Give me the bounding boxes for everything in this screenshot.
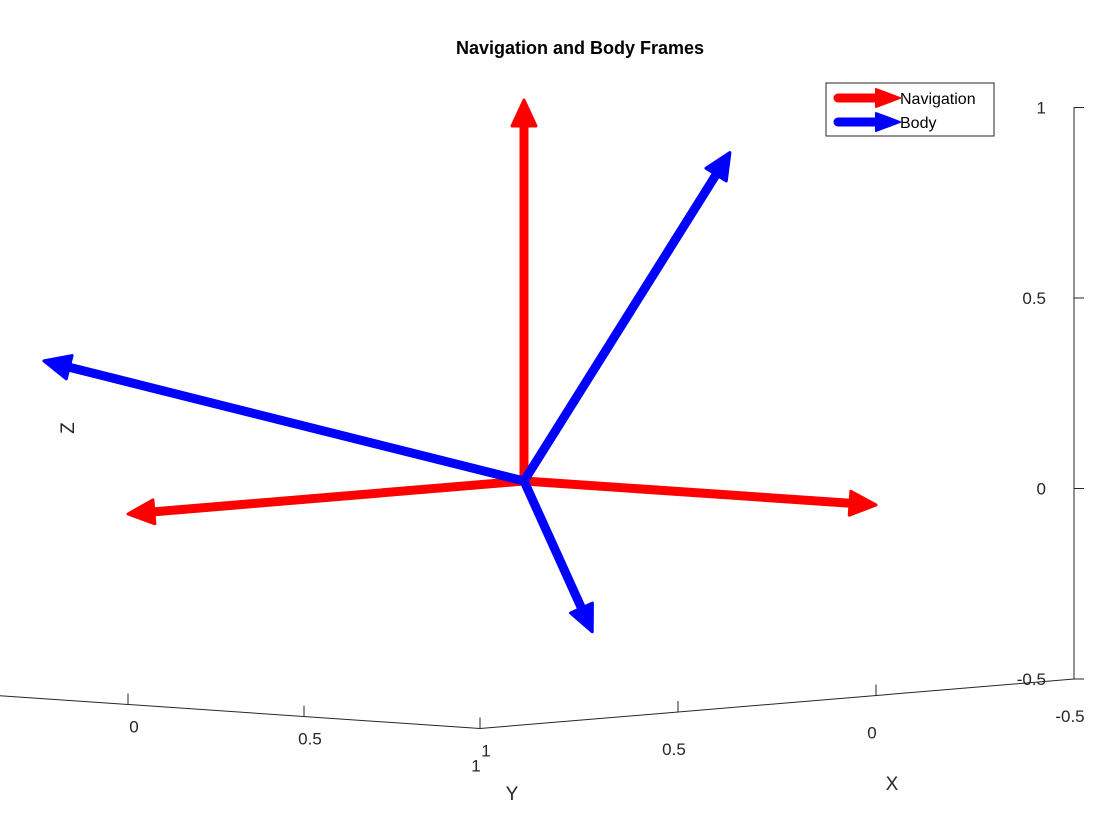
y-axis-line	[479, 678, 1075, 729]
body-y-arrow-head	[42, 354, 74, 381]
legend-swatch-head	[875, 88, 901, 108]
body-x-arrow-head	[569, 601, 594, 634]
navigation-x-arrow-head	[847, 489, 878, 517]
y-tick-label: 0.5	[662, 740, 686, 759]
z-tick-label: -0.5	[1017, 670, 1046, 689]
legend-box	[825, 82, 995, 137]
body-y-arrow	[42, 354, 529, 486]
legend-label: Navigation	[900, 91, 976, 108]
navigation-z-arrow-head	[510, 98, 538, 128]
z-axis-title: Z	[58, 422, 79, 434]
vector-arrows	[42, 98, 878, 634]
chart-title: Navigation and Body Frames	[456, 38, 704, 58]
legend-item: Body	[833, 112, 936, 132]
legend-item: Navigation	[833, 88, 976, 108]
x-axis-title: X	[886, 774, 899, 795]
body-z-arrow	[519, 151, 732, 486]
navigation-x-arrow-shaft	[519, 476, 857, 508]
x-tick-label: 0	[129, 718, 138, 737]
y-tick-label: 0	[867, 724, 876, 743]
z-tick-label: 0.5	[1022, 289, 1046, 308]
z-tick-label: 1	[1037, 99, 1046, 118]
navigation-y-arrow-head	[126, 498, 157, 526]
axes: -0.500.51-0.500.51-0.500.51	[0, 99, 1085, 776]
y-tick-label: -0.5	[1055, 707, 1084, 726]
body-z-arrow-shaft	[519, 168, 722, 486]
x-axis-line	[0, 695, 481, 729]
navigation-x-arrow	[519, 476, 878, 517]
navigation-y-arrow	[126, 476, 529, 526]
legend: Navigation Body	[825, 82, 995, 137]
navigation-y-arrow-shaft	[147, 476, 529, 517]
body-y-arrow-shaft	[62, 362, 529, 486]
navigation-z-arrow	[510, 98, 538, 486]
x-tick-label: 0.5	[298, 730, 322, 749]
x-tick-label: 1	[481, 742, 490, 761]
legend-swatch-head	[875, 112, 901, 132]
y-tick-label: 1	[471, 757, 480, 776]
z-tick-label: 0	[1037, 480, 1046, 499]
body-x-arrow	[519, 476, 594, 634]
body-z-arrow-head	[704, 151, 732, 183]
body-x-arrow-shaft	[519, 476, 587, 615]
legend-label: Body	[900, 115, 936, 132]
y-axis-title: Y	[506, 784, 519, 805]
